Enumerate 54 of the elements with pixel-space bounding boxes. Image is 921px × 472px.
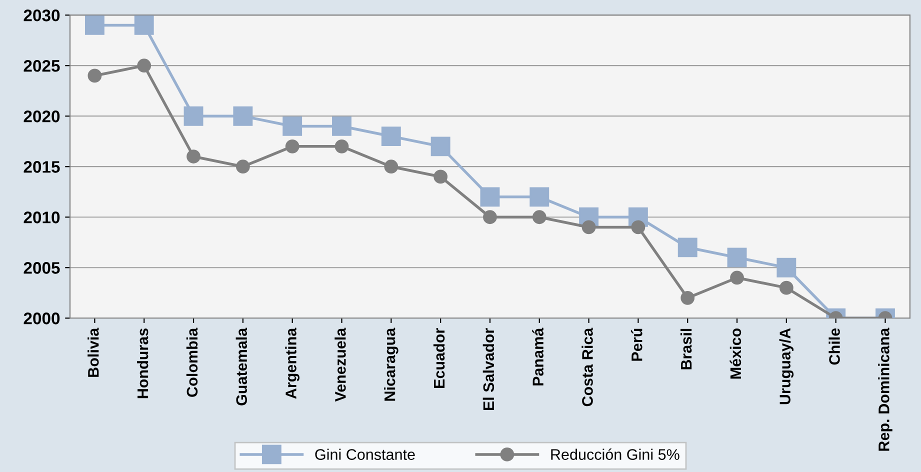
point <box>236 160 250 174</box>
point <box>334 139 349 154</box>
point <box>727 248 747 268</box>
x-tick-label: Nicaragua <box>384 328 398 401</box>
x-tick-label: Brasil <box>680 328 692 370</box>
point <box>582 220 596 234</box>
legend-label: Gini Constante <box>315 448 415 460</box>
point <box>678 238 698 258</box>
point <box>480 187 500 207</box>
y-tick-label: 2020 <box>24 110 60 122</box>
point <box>434 170 448 184</box>
x-tick-label: Panamá <box>532 328 544 386</box>
x-tick-label: Guatemala <box>236 328 248 406</box>
point <box>384 160 398 174</box>
point <box>530 187 550 207</box>
point <box>88 68 102 83</box>
point <box>776 258 796 278</box>
y-tick-label: 2005 <box>24 262 60 274</box>
point <box>285 139 300 154</box>
x-tick-label: Venezuela <box>334 328 346 402</box>
x-tick-label: Uruguay/A <box>779 328 794 404</box>
point <box>381 126 401 146</box>
x-tick-label: Bolivia <box>88 328 99 377</box>
point <box>233 106 253 126</box>
x-tick-label: Argentina <box>285 328 300 399</box>
point <box>631 220 646 234</box>
y-tick-label: 2030 <box>24 10 60 22</box>
point <box>332 116 352 136</box>
point <box>730 270 744 285</box>
y-tick-label: 2010 <box>24 212 60 224</box>
x-tick-label: Colombia <box>186 328 198 397</box>
point <box>134 15 154 35</box>
y-tick-label: 2000 <box>24 312 60 324</box>
point <box>184 106 204 126</box>
x-tick-label: Rep. Dominicana <box>878 328 892 451</box>
x-tick-label: Ecuador <box>433 328 445 388</box>
point <box>483 210 497 224</box>
point <box>779 280 794 295</box>
point <box>186 150 200 164</box>
x-tick-label: Honduras <box>136 328 148 398</box>
point <box>532 210 546 224</box>
x-tick-label: El Salvador <box>482 328 494 410</box>
point <box>680 290 695 305</box>
point <box>137 58 152 73</box>
point <box>84 15 104 35</box>
x-tick-label: Costa Rica <box>582 328 593 406</box>
legend-label: Reducción Gini 5% <box>551 448 680 460</box>
x-tick-label: México <box>730 328 742 379</box>
point <box>282 116 302 136</box>
x-tick-label: Perú <box>630 328 642 361</box>
y-tick-label: 2015 <box>24 161 60 173</box>
x-tick-label: Chile <box>828 328 840 365</box>
y-tick-label: 2025 <box>24 60 60 72</box>
point <box>430 136 450 156</box>
